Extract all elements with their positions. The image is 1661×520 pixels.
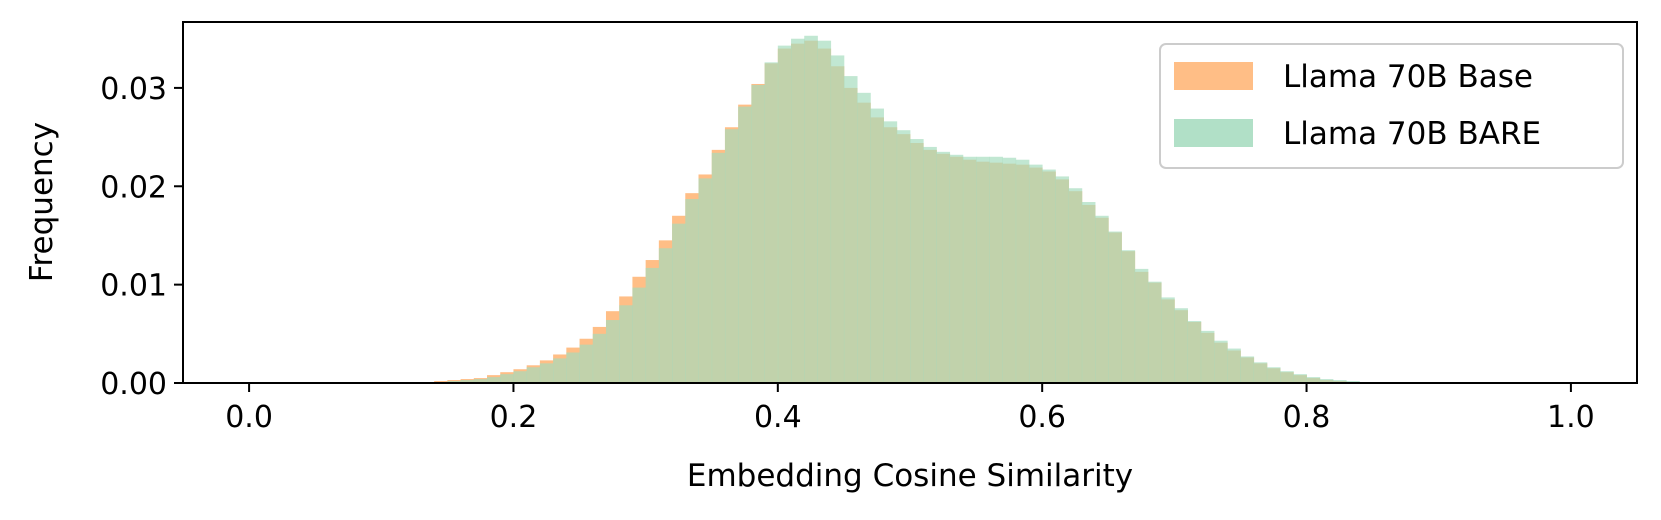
bar xyxy=(1042,169,1056,383)
bar xyxy=(539,363,554,383)
x-tick-label: 0.4 xyxy=(754,400,802,435)
bar xyxy=(1227,348,1241,383)
bar xyxy=(1306,377,1321,383)
bar xyxy=(1214,340,1228,383)
bar xyxy=(751,84,765,383)
bar xyxy=(1081,202,1096,383)
bar xyxy=(1200,330,1215,383)
x-tick-label: 1.0 xyxy=(1547,400,1595,435)
bar xyxy=(883,121,898,383)
bar xyxy=(830,55,845,383)
bar xyxy=(989,156,1003,383)
y-tick-label: 0.01 xyxy=(100,269,167,304)
y-tick-label: 0.02 xyxy=(100,170,167,205)
bar xyxy=(817,40,832,383)
bar xyxy=(1108,231,1122,383)
legend-swatch xyxy=(1174,119,1253,147)
bar xyxy=(804,35,818,384)
legend-swatch xyxy=(1174,62,1253,90)
bar xyxy=(1332,380,1347,383)
y-tick-label: 0.00 xyxy=(100,367,167,402)
bar xyxy=(962,156,977,383)
x-tick-label: 0.0 xyxy=(225,400,273,435)
bar xyxy=(619,305,633,383)
bar xyxy=(513,371,528,383)
bar xyxy=(487,377,501,383)
bar xyxy=(857,92,871,383)
bar xyxy=(632,287,647,383)
bar xyxy=(645,267,660,383)
bar xyxy=(500,374,514,383)
legend: Llama 70B Base Llama 70B BARE xyxy=(1159,43,1624,169)
bar xyxy=(698,178,713,383)
bar xyxy=(1187,321,1202,383)
bar xyxy=(579,344,594,383)
bar xyxy=(1280,371,1294,383)
histogram-bars xyxy=(420,35,1374,384)
bar xyxy=(1147,281,1162,383)
bar xyxy=(473,379,488,383)
bar xyxy=(566,352,580,383)
bar xyxy=(711,152,726,383)
bar xyxy=(672,223,686,383)
x-axis-label: Embedding Cosine Similarity xyxy=(687,458,1133,494)
bar xyxy=(936,151,951,383)
bar xyxy=(738,106,752,383)
bar xyxy=(460,380,475,383)
bar xyxy=(592,333,607,383)
bar xyxy=(1028,164,1043,383)
legend-frame xyxy=(1159,43,1624,169)
plot-frame xyxy=(182,21,1638,384)
bar xyxy=(843,76,858,383)
bar xyxy=(1174,308,1188,383)
x-tick-label: 0.6 xyxy=(1018,400,1066,435)
legend-label: Llama 70B Base xyxy=(1283,59,1533,95)
bar xyxy=(553,358,567,383)
bar xyxy=(1240,356,1255,383)
bar xyxy=(1095,215,1109,383)
bar xyxy=(1319,379,1334,383)
bar xyxy=(526,367,541,383)
bar xyxy=(724,129,739,383)
bar xyxy=(1266,367,1281,383)
bar xyxy=(777,45,792,384)
bar xyxy=(1293,374,1307,383)
bar xyxy=(910,139,924,383)
bar xyxy=(923,146,937,383)
bar xyxy=(896,130,911,383)
bar xyxy=(1068,188,1083,383)
x-tick-label: 0.8 xyxy=(1283,400,1331,435)
bar xyxy=(1253,362,1268,383)
y-axis-label: Frequency xyxy=(24,122,60,282)
bar xyxy=(1055,176,1070,383)
y-tick-label: 0.03 xyxy=(100,72,167,107)
bar xyxy=(685,199,699,383)
bar xyxy=(949,154,964,383)
x-axis-ticks: 0.0 0.2 0.4 0.6 0.8 1.0 xyxy=(225,383,1595,435)
bar xyxy=(1161,297,1175,383)
bar xyxy=(658,248,673,383)
bar xyxy=(976,156,990,383)
bar xyxy=(791,38,805,383)
legend-label: Llama 70B BARE xyxy=(1283,116,1541,152)
series-2-bars xyxy=(434,35,1374,384)
bar xyxy=(764,62,779,383)
bar xyxy=(1121,250,1136,383)
bar xyxy=(1002,157,1017,383)
bar xyxy=(1015,159,1030,383)
bar xyxy=(605,320,620,383)
x-tick-label: 0.2 xyxy=(490,400,538,435)
bar xyxy=(870,108,884,383)
y-axis-ticks: 0.00 0.01 0.02 0.03 xyxy=(100,72,183,402)
bar xyxy=(1134,268,1149,383)
